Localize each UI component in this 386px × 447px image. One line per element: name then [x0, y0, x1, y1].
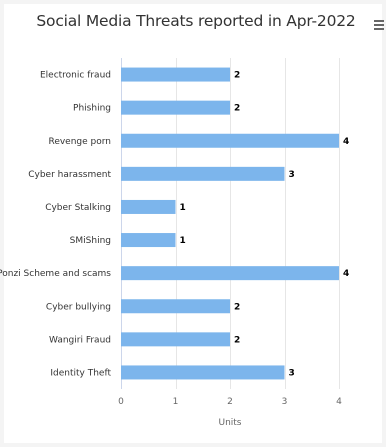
- bar-7[interactable]: [121, 299, 230, 314]
- category-label-6: Ponzi Scheme and scams: [0, 269, 111, 279]
- bar-2[interactable]: [121, 133, 339, 148]
- bar-6[interactable]: [121, 266, 339, 281]
- data-label-4: 1: [180, 203, 186, 213]
- x-tick-label-1: 1: [173, 397, 179, 407]
- data-label-0: 2: [234, 71, 240, 81]
- x-tick-label-3: 3: [282, 397, 288, 407]
- data-label-6: 4: [343, 269, 349, 279]
- bar-1[interactable]: [121, 100, 230, 115]
- category-label-7: Cyber bullying: [46, 302, 111, 312]
- category-label-2: Revenge porn: [48, 137, 111, 147]
- bar-3[interactable]: [121, 166, 285, 181]
- data-label-5: 1: [180, 236, 186, 246]
- category-labels: Electronic fraud Phishing Revenge porn Cybe…: [0, 71, 111, 379]
- value-labels: 2 2 4 3 1 1 4 2 2 3: [180, 71, 350, 379]
- hamburger-menu-icon[interactable]: [374, 20, 386, 32]
- data-label-9: 3: [289, 368, 295, 378]
- bar-9[interactable]: [121, 365, 285, 380]
- x-tick-labels: 0 1 2 3 4: [118, 397, 342, 407]
- data-label-7: 2: [234, 302, 240, 312]
- category-label-4: Cyber Stalking: [45, 203, 111, 213]
- data-label-2: 4: [343, 137, 349, 147]
- x-axis-title: Units: [218, 418, 241, 428]
- category-label-3: Cyber harassment: [28, 170, 111, 180]
- bar-4[interactable]: [121, 199, 176, 214]
- x-tick-label-2: 2: [227, 397, 233, 407]
- data-label-1: 2: [234, 104, 240, 114]
- category-label-0: Electronic fraud: [40, 71, 111, 81]
- data-label-8: 2: [234, 335, 240, 345]
- bar-5[interactable]: [121, 233, 176, 248]
- category-label-1: Phishing: [73, 104, 111, 114]
- category-label-9: Identity Theft: [50, 368, 111, 378]
- bar-8[interactable]: [121, 332, 230, 347]
- x-tick-label-0: 0: [118, 397, 124, 407]
- bars: [121, 67, 339, 380]
- category-label-8: Wangiri Fraud: [49, 335, 111, 345]
- chart-title: Social Media Threats reported in Apr-202…: [36, 12, 356, 30]
- bar-0[interactable]: [121, 67, 230, 82]
- x-tick-label-4: 4: [336, 397, 342, 407]
- category-label-5: SMiShing: [70, 236, 111, 246]
- data-label-3: 3: [289, 170, 295, 180]
